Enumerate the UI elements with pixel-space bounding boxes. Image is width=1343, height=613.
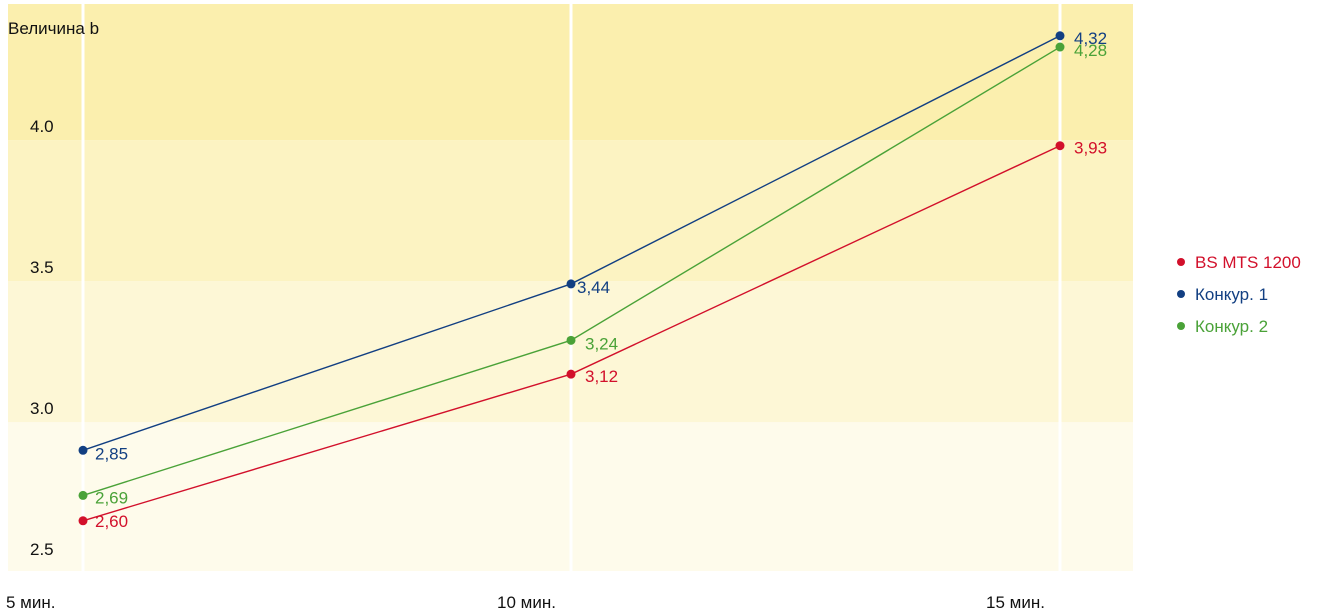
data-label: 4,32 bbox=[1074, 29, 1107, 48]
legend: BS MTS 1200 Конкур. 1 Конкур. 2 bbox=[1177, 253, 1301, 336]
data-label: 3,24 bbox=[585, 334, 618, 353]
data-point bbox=[566, 279, 576, 289]
legend-label: BS MTS 1200 bbox=[1195, 253, 1301, 272]
y-tick-labels: 2.5 3.0 3.5 4.0 bbox=[30, 117, 54, 559]
x-tick-label: 5 мин. bbox=[6, 593, 55, 612]
data-point bbox=[566, 335, 576, 345]
data-point bbox=[1055, 31, 1065, 41]
data-label: 2,69 bbox=[95, 488, 128, 507]
legend-marker bbox=[1177, 258, 1185, 266]
series-group: 2,60 3,12 3,93 2,85 3,44 4,32 2,69 3,24 4,28 bbox=[78, 29, 1107, 531]
legend-marker bbox=[1177, 290, 1185, 298]
data-point bbox=[78, 490, 88, 500]
data-label: 2,85 bbox=[95, 444, 128, 463]
data-label: 4,28 bbox=[1074, 41, 1107, 60]
x-tick-label: 10 мин. bbox=[497, 593, 556, 612]
x-tick-labels: 5 мин. 10 мин. 15 мин. bbox=[6, 593, 1045, 612]
legend-label: Конкур. 1 bbox=[1195, 285, 1268, 304]
y-tick-label: 3.5 bbox=[30, 258, 54, 277]
data-point bbox=[1055, 141, 1065, 151]
data-point bbox=[566, 369, 576, 379]
data-label: 3,44 bbox=[577, 278, 610, 297]
data-label: 3,93 bbox=[1074, 139, 1107, 158]
legend-marker bbox=[1177, 322, 1185, 330]
x-tick-label: 15 мин. bbox=[986, 593, 1045, 612]
legend-label: Конкур. 2 bbox=[1195, 317, 1268, 336]
data-point bbox=[78, 445, 88, 455]
data-label: 3,12 bbox=[585, 367, 618, 386]
data-point bbox=[1055, 42, 1065, 52]
y-axis-label: Величина b bbox=[8, 19, 99, 38]
data-label: 2,60 bbox=[95, 512, 128, 531]
data-point bbox=[78, 516, 88, 526]
y-tick-label: 3.0 bbox=[30, 399, 54, 418]
y-tick-label: 2.5 bbox=[30, 540, 54, 559]
y-tick-label: 4.0 bbox=[30, 117, 54, 136]
